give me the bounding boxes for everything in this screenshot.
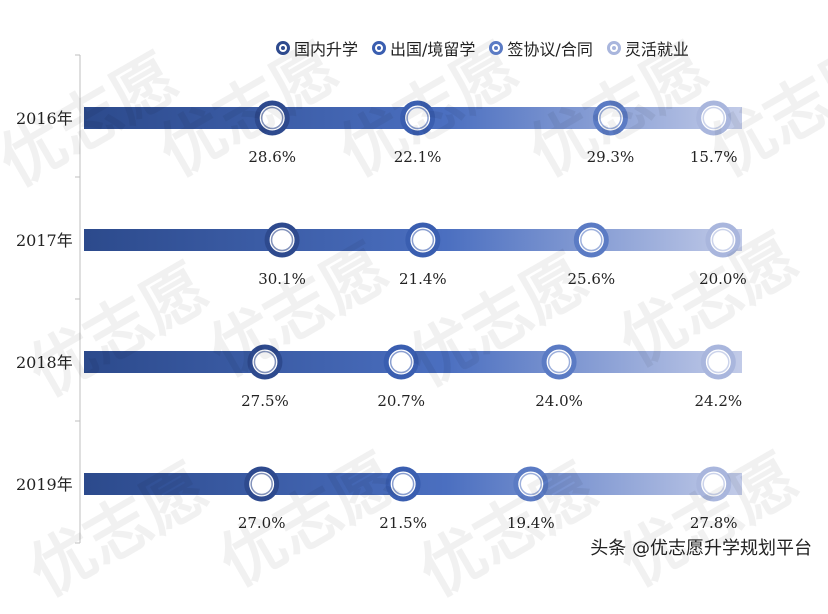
data-label: 22.1% <box>394 148 442 166</box>
segment-marker-inner <box>250 472 273 496</box>
source-credit: 头条 @优志愿升学规划平台 <box>590 538 812 559</box>
data-label: 20.0% <box>699 270 747 288</box>
category-label: 2018年 <box>16 353 73 372</box>
legend: 国内升学 出国/境留学 签协议/合同 灵活就业 <box>276 36 689 60</box>
category-label: 2017年 <box>16 231 73 250</box>
legend-item: 出国/境留学 <box>372 36 475 60</box>
segment-marker-inner <box>519 472 543 496</box>
legend-label: 灵活就业 <box>624 40 689 59</box>
data-label: 25.6% <box>567 270 615 288</box>
segment-marker-inner <box>711 228 735 252</box>
legend-label: 签协议/合同 <box>507 40 593 59</box>
data-label: 21.5% <box>379 514 427 532</box>
legend-marker-icon <box>372 41 387 55</box>
segment-marker-inner <box>580 228 603 252</box>
legend-item: 签协议/合同 <box>489 36 593 60</box>
data-label: 27.5% <box>241 392 289 410</box>
data-label: 28.6% <box>248 148 296 166</box>
data-label: 15.7% <box>690 148 738 166</box>
legend-label: 出国/境留学 <box>390 40 476 59</box>
data-label: 20.7% <box>377 392 425 410</box>
chart: 优志愿 优志愿 优志愿 优志愿 优志愿 优志愿 优志愿 优志愿 优志愿 优志愿 优志愿 优志愿 优志愿 … <box>0 31 828 611</box>
segment-marker-inner <box>411 228 435 252</box>
data-label: 30.1% <box>258 270 306 288</box>
legend-label: 国内升学 <box>294 40 359 59</box>
segment-marker-inner <box>270 228 294 252</box>
chart-svg: 2016年 28.6% 22.1% 29.3% 15.7% 2017年 30.1% 21.4%… <box>16 54 747 544</box>
category-label: 2019年 <box>16 475 73 494</box>
segment-marker-inner <box>702 472 725 496</box>
category-label: 2016年 <box>16 109 73 128</box>
segment-marker-inner <box>547 350 571 374</box>
data-label: 29.3% <box>587 148 635 166</box>
legend-item: 国内升学 <box>276 36 358 60</box>
data-label: 24.0% <box>535 392 583 410</box>
data-label: 24.2% <box>694 392 742 410</box>
data-label: 27.8% <box>690 514 738 532</box>
data-label: 19.4% <box>507 514 555 532</box>
segment-marker-inner <box>253 350 277 374</box>
segment-marker-inner <box>391 472 415 496</box>
segment-marker-inner <box>260 106 284 130</box>
segment-marker-inner <box>707 350 730 374</box>
legend-marker-icon <box>276 41 290 55</box>
legend-marker-icon <box>606 41 621 55</box>
data-label: 21.4% <box>399 270 447 288</box>
segment-marker-inner <box>406 106 429 130</box>
legend-marker-icon <box>489 41 504 55</box>
segment-marker-inner <box>389 350 413 374</box>
segment-marker-inner <box>702 106 725 130</box>
segment-marker-inner <box>599 106 622 130</box>
data-label: 27.0% <box>238 514 286 532</box>
legend-item: 灵活就业 <box>606 36 689 60</box>
